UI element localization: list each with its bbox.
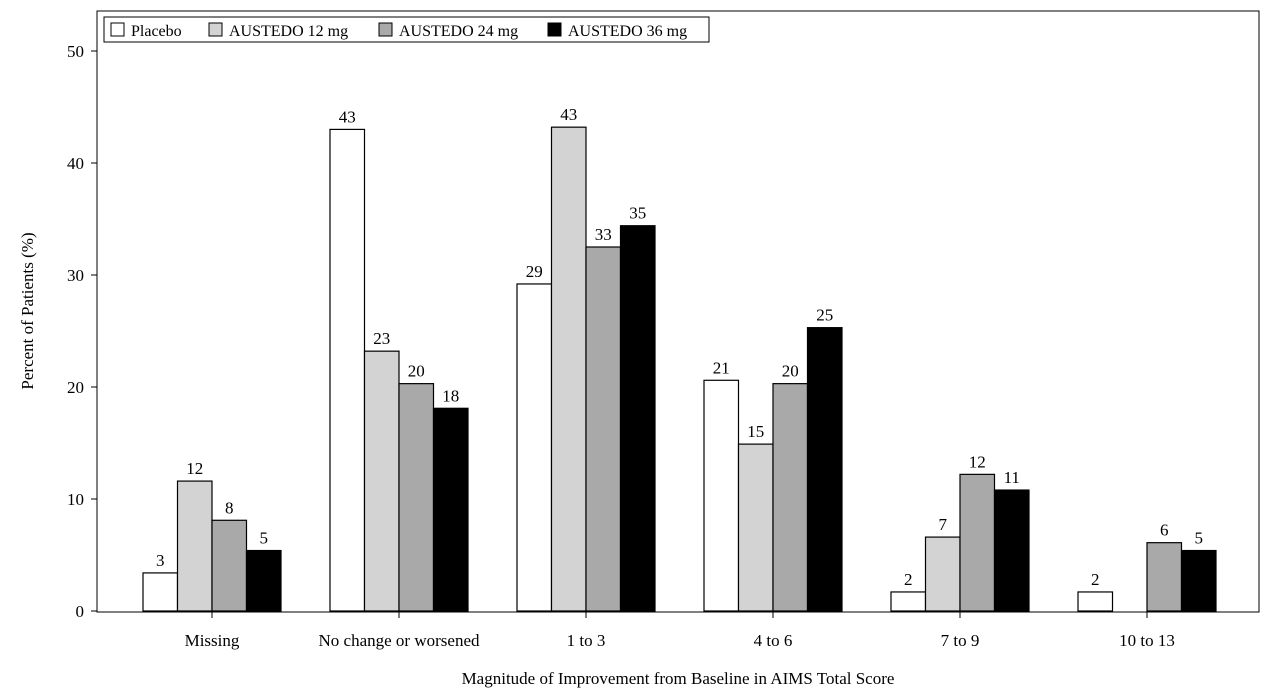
data-label: 11 bbox=[1004, 468, 1020, 487]
bar bbox=[924, 536, 961, 612]
bar bbox=[245, 549, 282, 612]
y-tick-label: 20 bbox=[67, 378, 84, 397]
data-label: 23 bbox=[373, 329, 390, 348]
legend-swatch bbox=[110, 22, 125, 37]
bar bbox=[993, 489, 1030, 612]
data-label: 5 bbox=[1195, 529, 1204, 548]
legend-label: AUSTEDO 24 mg bbox=[399, 23, 518, 40]
y-tick-label: 0 bbox=[76, 602, 85, 621]
bar bbox=[329, 128, 366, 612]
y-axis-label: Percent of Patients (%) bbox=[18, 232, 37, 389]
y-tick-label: 50 bbox=[67, 42, 84, 61]
legend-label: AUSTEDO 36 mg bbox=[568, 23, 687, 40]
data-label: 5 bbox=[260, 529, 269, 548]
bar bbox=[363, 350, 400, 612]
x-tick-label: 4 to 6 bbox=[754, 631, 793, 650]
data-label: 21 bbox=[713, 358, 730, 377]
bar bbox=[585, 246, 622, 612]
data-label: 33 bbox=[595, 225, 612, 244]
data-label: 3 bbox=[156, 551, 165, 570]
bar bbox=[432, 407, 469, 612]
bar bbox=[806, 327, 843, 612]
y-tick-label: 40 bbox=[67, 154, 84, 173]
bar bbox=[703, 379, 740, 612]
plot-frame bbox=[96, 10, 1260, 613]
data-label: 18 bbox=[442, 386, 459, 405]
data-label: 25 bbox=[816, 306, 833, 325]
legend-box bbox=[103, 16, 710, 43]
data-label: 7 bbox=[939, 515, 948, 534]
data-label: 12 bbox=[969, 452, 986, 471]
bars: 3 12 8 5 43 23 20 18 29 43 33 35 21 15 20 25 2 7 12 11 2 6 5 bbox=[142, 105, 1217, 612]
legend-label: Placebo bbox=[131, 23, 182, 40]
bar bbox=[619, 225, 656, 612]
legend-swatch bbox=[547, 22, 562, 37]
data-label: 12 bbox=[186, 459, 203, 478]
bar bbox=[959, 473, 996, 612]
bar bbox=[890, 591, 927, 612]
legend-swatch bbox=[378, 22, 393, 37]
bar bbox=[1180, 549, 1217, 612]
x-tick-label: No change or worsened bbox=[319, 631, 480, 650]
data-label: 2 bbox=[1091, 570, 1100, 589]
y-tick-label: 30 bbox=[67, 266, 84, 285]
bar bbox=[550, 126, 587, 612]
legend: Placebo AUSTEDO 12 mg AUSTEDO 24 mg AUSTEDO… bbox=[103, 16, 710, 43]
bar bbox=[1146, 542, 1183, 612]
bar bbox=[398, 383, 435, 612]
y-axis: 0 10 20 30 40 50 bbox=[67, 42, 97, 621]
data-label: 8 bbox=[225, 498, 234, 517]
x-axis: Missing No change or worsened 1 to 3 4 to 6… bbox=[185, 612, 1175, 650]
bar bbox=[176, 480, 213, 612]
data-label: 20 bbox=[782, 362, 799, 381]
bar bbox=[1077, 591, 1114, 612]
bar bbox=[211, 519, 248, 612]
data-label: 43 bbox=[339, 107, 356, 126]
data-label: 35 bbox=[629, 204, 646, 223]
x-tick-label: 1 to 3 bbox=[567, 631, 606, 650]
data-label: 15 bbox=[747, 422, 764, 441]
x-tick-label: 10 to 13 bbox=[1119, 631, 1175, 650]
legend-label: AUSTEDO 12 mg bbox=[229, 23, 348, 40]
bar bbox=[772, 383, 809, 612]
y-tick-label: 10 bbox=[67, 490, 84, 509]
bar bbox=[737, 443, 774, 612]
data-label: 43 bbox=[560, 105, 577, 124]
data-label: 6 bbox=[1160, 521, 1169, 540]
x-axis-label: Magnitude of Improvement from Baseline i… bbox=[462, 669, 895, 688]
legend-swatch bbox=[208, 22, 223, 37]
data-label: 20 bbox=[408, 362, 425, 381]
bar bbox=[516, 283, 553, 612]
data-label: 2 bbox=[904, 570, 913, 589]
x-tick-label: 7 to 9 bbox=[941, 631, 980, 650]
x-tick-label: Missing bbox=[185, 631, 240, 650]
data-label: 29 bbox=[526, 262, 543, 281]
bar bbox=[142, 572, 179, 612]
